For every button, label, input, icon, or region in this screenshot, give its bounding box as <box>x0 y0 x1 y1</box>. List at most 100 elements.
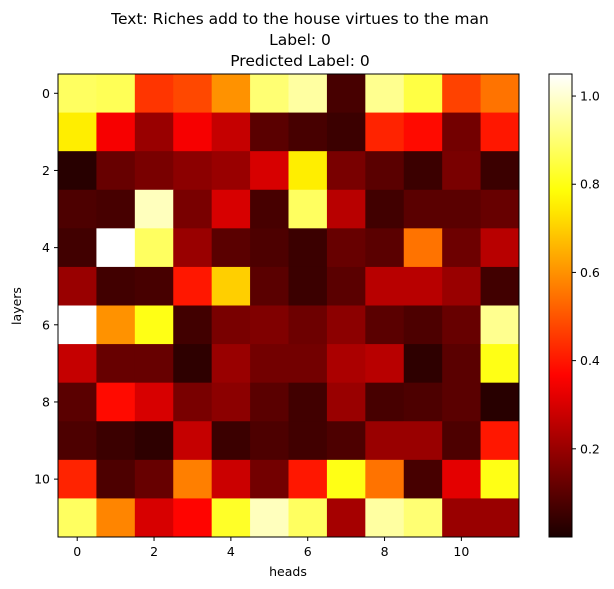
heatmap-cell <box>250 305 289 345</box>
heatmap-cell <box>211 228 251 268</box>
heatmap-cell <box>96 305 136 345</box>
heatmap-cell <box>365 112 405 152</box>
heatmap-cell <box>403 498 443 538</box>
colorbar-ticks: 0.2 0.4 0.6 0.8 1.0 <box>572 89 600 456</box>
heatmap-cell <box>480 228 520 268</box>
heatmap-cell <box>173 459 213 499</box>
heatmap-cell <box>211 74 251 114</box>
heatmap-cell <box>173 74 213 114</box>
heatmap-cell <box>173 344 213 384</box>
heatmap-cell <box>288 305 328 345</box>
heatmap-cell <box>288 74 328 114</box>
heatmap-cell <box>288 498 328 538</box>
heatmap-cell <box>58 74 97 114</box>
heatmap-cell <box>211 305 251 345</box>
heatmap-cell <box>480 189 520 229</box>
heatmap-cell <box>403 459 443 499</box>
heatmap-cell <box>134 305 174 345</box>
heatmap-cell <box>403 228 443 268</box>
heatmap-cell <box>326 382 366 422</box>
y-tick-label: 6 <box>42 317 50 332</box>
heatmap-cell <box>288 151 328 191</box>
heatmap-cell <box>442 74 482 114</box>
heatmap-cell <box>173 305 213 345</box>
heatmap-cell <box>250 382 289 422</box>
heatmap-cell <box>403 112 443 152</box>
heatmap-cell <box>480 382 520 422</box>
heatmap-cell <box>211 151 251 191</box>
heatmap-cell <box>211 498 251 538</box>
heatmap-cell <box>288 421 328 461</box>
colorbar-tick-label: 1.0 <box>580 89 600 104</box>
heatmap-cell <box>173 498 213 538</box>
y-tick-label: 0 <box>42 86 50 101</box>
heatmap-cell <box>442 112 482 152</box>
heatmap-cell <box>480 151 520 191</box>
heatmap-cell <box>403 421 443 461</box>
heatmap-cell <box>288 459 328 499</box>
heatmap-cell <box>403 189 443 229</box>
heatmap-cell <box>250 266 289 306</box>
chart-title-line-2: Label: 0 <box>269 31 331 49</box>
heatmap-cell <box>211 382 251 422</box>
heatmap-cell <box>365 382 405 422</box>
heatmap-cell <box>365 151 405 191</box>
chart-title-line-1: Text: Riches add to the house virtues to… <box>110 10 489 28</box>
heatmap-cell <box>173 189 213 229</box>
heatmap-cell <box>480 112 520 152</box>
heatmap-cell <box>211 344 251 384</box>
heatmap-cell <box>58 305 97 345</box>
x-tick-label: 0 <box>73 544 81 559</box>
heatmap-cell <box>96 344 136 384</box>
heatmap-cell <box>326 344 366 384</box>
heatmap-cell <box>480 421 520 461</box>
x-axis-ticks: 0 2 4 6 8 10 <box>73 537 469 559</box>
heatmap-cell <box>134 421 174 461</box>
heatmap-cell <box>134 266 174 306</box>
heatmap-cell <box>58 344 97 384</box>
heatmap-cell <box>96 112 136 152</box>
x-tick-label: 2 <box>150 544 158 559</box>
heatmap-cell <box>480 74 520 114</box>
x-tick-label: 6 <box>304 544 312 559</box>
heatmap-cell <box>480 344 520 384</box>
heatmap-cell <box>250 151 289 191</box>
heatmap-cell <box>250 344 289 384</box>
colorbar-tick-label: 0.2 <box>580 441 600 456</box>
heatmap-cell <box>96 74 136 114</box>
heatmap-cell <box>173 382 213 422</box>
heatmap-cell <box>58 459 97 499</box>
heatmap-cell <box>288 382 328 422</box>
heatmap-cell <box>96 459 136 499</box>
heatmap-cell <box>442 228 482 268</box>
heatmap-cell <box>326 189 366 229</box>
heatmap-cell <box>442 498 482 538</box>
heatmap-cell <box>326 305 366 345</box>
heatmap-cell <box>58 382 97 422</box>
heatmap-cell <box>288 112 328 152</box>
heatmap-cell <box>442 421 482 461</box>
heatmap-cell <box>403 344 443 384</box>
heatmap-cell <box>250 112 289 152</box>
heatmap-cell <box>326 498 366 538</box>
x-tick-label: 8 <box>381 544 389 559</box>
heatmap-cell <box>96 421 136 461</box>
y-axis-label: layers <box>9 287 24 325</box>
heatmap-cell <box>288 266 328 306</box>
heatmap-cell <box>365 305 405 345</box>
heatmap-cell <box>134 151 174 191</box>
heatmap-cell <box>403 151 443 191</box>
heatmap-cell <box>96 189 136 229</box>
heatmap-cell <box>288 189 328 229</box>
heatmap-cell <box>480 498 520 538</box>
heatmap-cell <box>442 459 482 499</box>
heatmap-cell <box>211 459 251 499</box>
heatmap-cell <box>326 151 366 191</box>
heatmap-cell <box>326 459 366 499</box>
heatmap-cell <box>58 498 97 538</box>
heatmap-cell <box>442 305 482 345</box>
heatmap-cell <box>403 74 443 114</box>
heatmap-cell <box>403 266 443 306</box>
heatmap-cell <box>365 498 405 538</box>
